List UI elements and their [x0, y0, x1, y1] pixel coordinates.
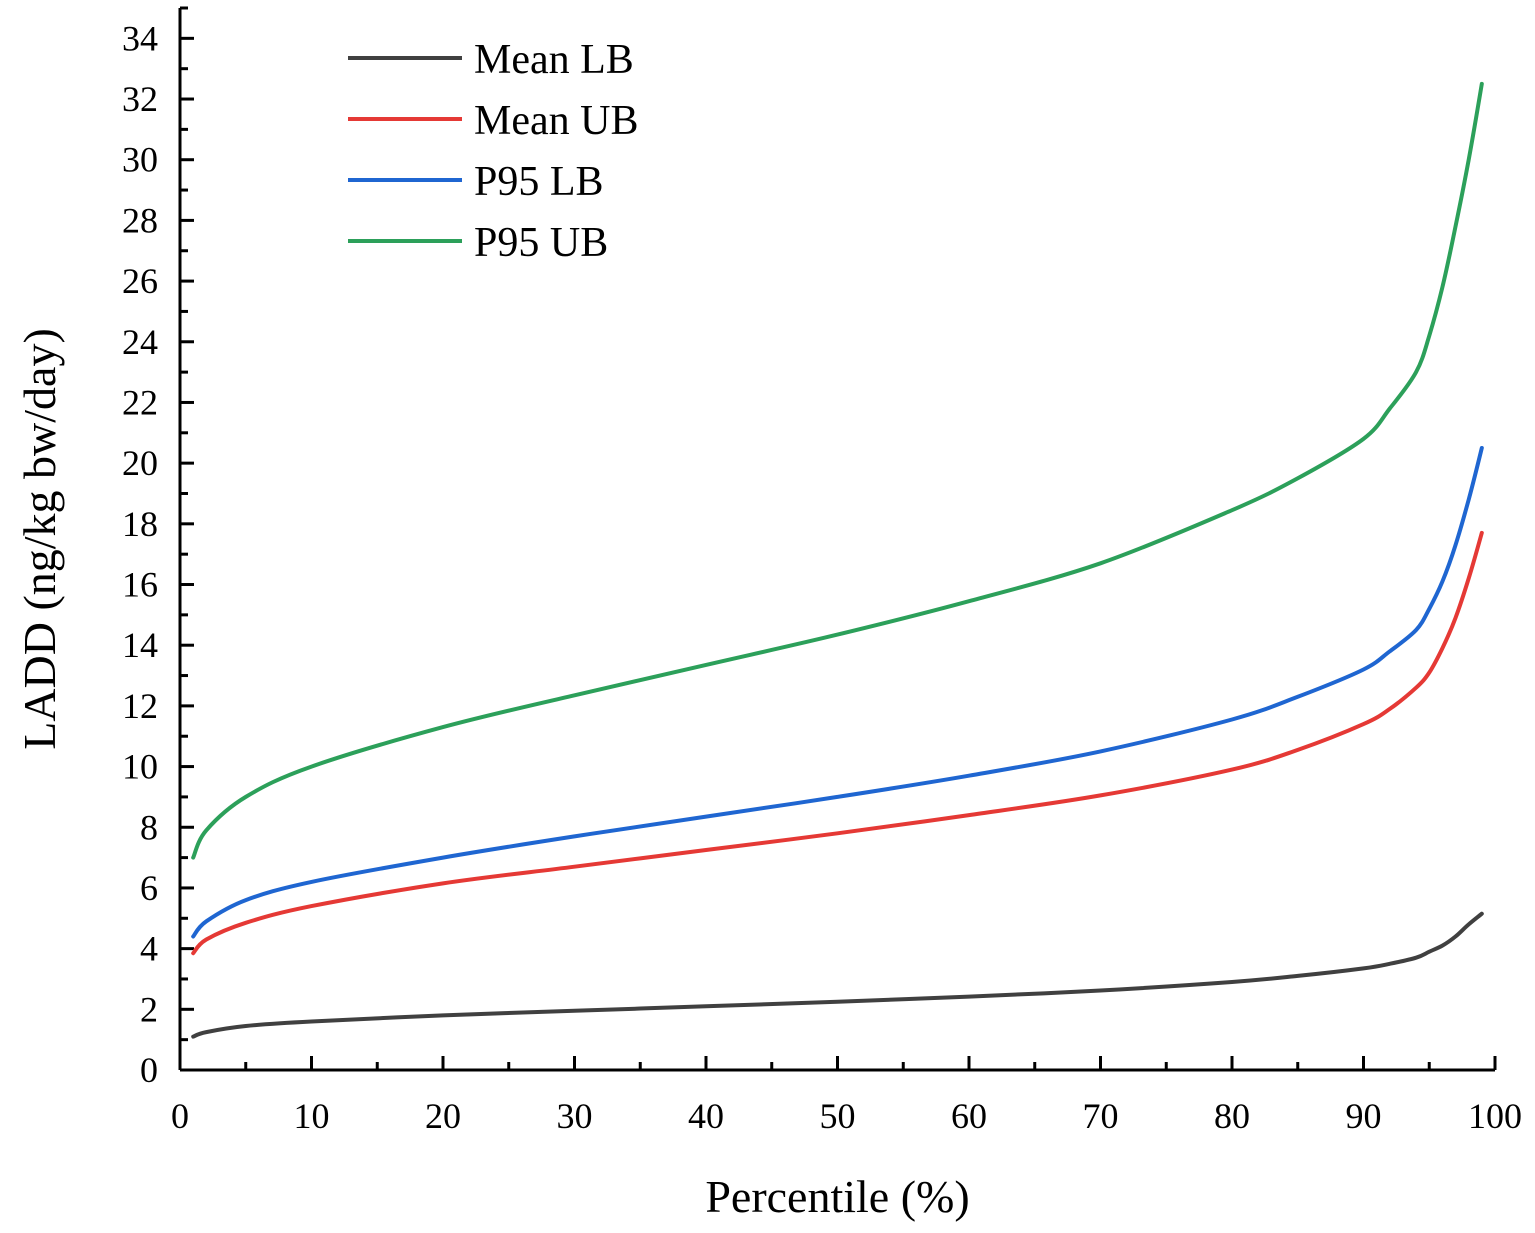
legend: Mean LB Mean UB P95 LB P95 UB	[348, 37, 638, 266]
y-tick-label: 18	[122, 504, 158, 544]
y-tick-label: 34	[122, 18, 158, 58]
y-tick-label: 28	[122, 200, 158, 240]
y-tick-label: 16	[122, 565, 158, 605]
x-tick-label: 60	[951, 1096, 987, 1136]
x-axis-title: Percentile (%)	[705, 1171, 969, 1222]
legend-label-p95-lb: P95 LB	[474, 159, 604, 205]
x-tick-label: 50	[820, 1096, 856, 1136]
y-tick-label: 0	[140, 1050, 158, 1090]
y-tick-label: 4	[140, 929, 158, 969]
x-tick-label: 80	[1214, 1096, 1250, 1136]
y-tick-label: 30	[122, 140, 158, 180]
x-tick-label: 70	[1083, 1096, 1119, 1136]
y-tick-label: 26	[122, 261, 158, 301]
y-tick-label: 2	[140, 989, 158, 1029]
legend-label-mean-ub: Mean UB	[474, 98, 638, 144]
x-tick-label: 100	[1468, 1096, 1522, 1136]
y-tick-label: 6	[140, 868, 158, 908]
x-tick-label: 20	[425, 1096, 461, 1136]
legend-label-p95-ub: P95 UB	[474, 220, 608, 266]
series-line-p95-ub	[191, 81, 1484, 860]
x-tick-label: 10	[294, 1096, 330, 1136]
legend-label-mean-lb: Mean LB	[474, 37, 634, 83]
series-lines	[191, 81, 1484, 1039]
series-line-mean-lb	[191, 911, 1484, 1039]
y-tick-label: 10	[122, 747, 158, 787]
series-line-mean-ub	[191, 530, 1484, 956]
x-tick-label: 90	[1346, 1096, 1382, 1136]
y-tick-label: 12	[122, 686, 158, 726]
y-tick-label: 14	[122, 625, 158, 665]
x-axis-ticks: 0 10 20 30 40 50 60 70 80 90 100	[171, 1056, 1522, 1136]
y-tick-label: 32	[122, 79, 158, 119]
y-tick-label: 24	[122, 322, 158, 362]
series-line-p95-lb	[191, 446, 1484, 939]
y-tick-label: 22	[122, 382, 158, 422]
x-tick-label: 40	[688, 1096, 724, 1136]
y-tick-label: 20	[122, 443, 158, 483]
y-tick-label: 8	[140, 807, 158, 847]
axes	[178, 8, 1495, 1072]
x-tick-label: 0	[171, 1096, 189, 1136]
x-tick-label: 30	[557, 1096, 593, 1136]
y-axis-title: LADD (ng/kg bw/day)	[14, 328, 65, 750]
